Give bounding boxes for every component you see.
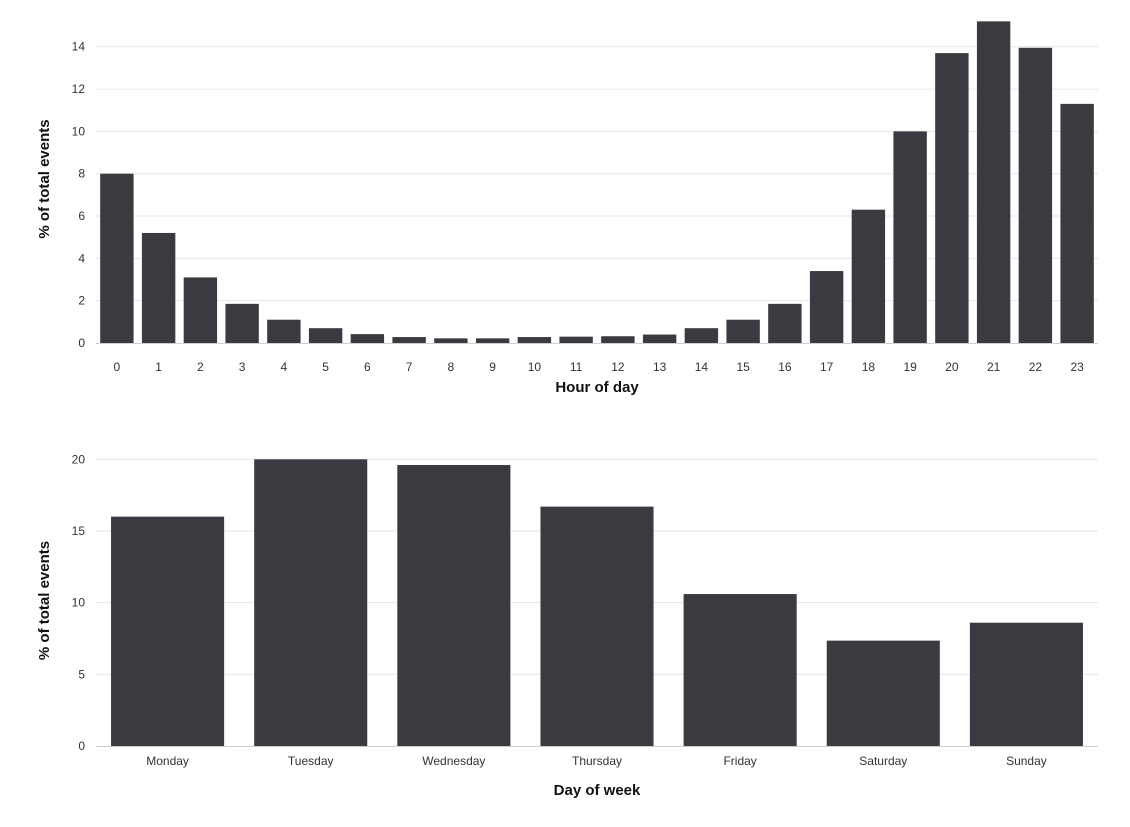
hour-y-tick-label: 0 xyxy=(78,336,85,350)
week-x-tick-label: Thursday xyxy=(572,754,622,768)
week-bar-tuesday xyxy=(254,459,368,746)
week-bar-monday xyxy=(111,516,225,746)
hour-y-tick-label: 14 xyxy=(72,40,86,54)
hour-x-tick-label: 7 xyxy=(406,360,413,374)
hour-y-tick-label: 8 xyxy=(78,167,85,181)
hour-x-tick-label: 11 xyxy=(570,360,583,374)
week-x-tick-label: Sunday xyxy=(1006,754,1047,768)
week-x-tick-label: Monday xyxy=(146,754,189,768)
week-bar-saturday xyxy=(826,640,940,746)
week-y-tick-label: 20 xyxy=(72,452,86,466)
hour-y-axis-title: % of total events xyxy=(36,119,53,238)
hour-x-tick-label: 5 xyxy=(322,360,329,374)
hour-y-tick-label: 10 xyxy=(72,124,86,138)
hour-bar-4 xyxy=(267,319,301,343)
hour-x-axis-title: Hour of day xyxy=(555,379,639,396)
week-x-axis-title: Day of week xyxy=(554,782,641,799)
week-bar-thursday xyxy=(540,506,654,746)
hour-x-tick-label: 17 xyxy=(820,360,834,374)
hour-y-tick-label: 2 xyxy=(78,294,85,308)
hour-x-tick-label: 18 xyxy=(862,360,876,374)
week-bar-sunday xyxy=(969,622,1083,746)
hour-x-tick-label: 2 xyxy=(197,360,204,374)
hour-x-tick-label: 14 xyxy=(695,360,709,374)
hour-bar-10 xyxy=(517,337,552,343)
hour-x-tick-label: 22 xyxy=(1029,360,1043,374)
hour-y-tick-label: 4 xyxy=(78,251,85,265)
week-x-tick-label: Friday xyxy=(723,754,756,768)
week-y-tick-label: 0 xyxy=(78,739,85,753)
hour-bar-20 xyxy=(935,53,969,343)
hour-x-tick-label: 10 xyxy=(528,360,542,374)
week-y-tick-label: 10 xyxy=(72,596,86,610)
week-x-tick-label: Saturday xyxy=(859,754,907,768)
hour-bar-9 xyxy=(475,338,510,343)
hour-bar-16 xyxy=(768,303,802,343)
hour-bar-22 xyxy=(1018,47,1053,344)
hour-bar-6 xyxy=(350,334,385,343)
hour-x-tick-label: 20 xyxy=(945,360,959,374)
hour-x-tick-label: 23 xyxy=(1070,360,1084,374)
hour-bar-0 xyxy=(100,173,134,343)
hour-x-tick-label: 0 xyxy=(114,360,121,374)
hour-x-tick-label: 13 xyxy=(653,360,667,374)
hour-x-tick-label: 4 xyxy=(281,360,288,374)
day-of-week-chart-svg: 0 5 10 15 20 Monday Tuesday Wednesday Thursday Fr… xyxy=(36,452,1098,799)
hour-bar-7 xyxy=(392,337,426,343)
hour-bar-2 xyxy=(183,277,218,343)
week-x-tick-label: Wednesday xyxy=(422,754,485,768)
hour-x-tick-label: 21 xyxy=(987,360,1001,374)
hour-bar-8 xyxy=(434,338,468,343)
hour-bar-13 xyxy=(642,334,677,343)
hour-bar-14 xyxy=(684,328,719,343)
week-y-tick-label: 5 xyxy=(78,667,85,681)
hour-x-tick-label: 12 xyxy=(611,360,625,374)
week-y-tick-label: 15 xyxy=(72,524,86,538)
hour-bar-21 xyxy=(976,21,1011,343)
hour-bar-23 xyxy=(1060,103,1094,344)
hour-bar-3 xyxy=(225,303,259,343)
hour-x-tick-label: 16 xyxy=(778,360,792,374)
hour-bar-15 xyxy=(726,319,760,343)
hour-bar-5 xyxy=(308,328,343,343)
hour-x-tick-label: 15 xyxy=(736,360,750,374)
hour-bar-17 xyxy=(809,271,844,343)
hour-x-tick-label: 1 xyxy=(155,360,162,374)
hour-x-tick-label: 3 xyxy=(239,360,246,374)
day-of-week-chart: 0 5 10 15 20 Monday Tuesday Wednesday Thursday Fr… xyxy=(0,410,1130,827)
hour-x-tick-label: 19 xyxy=(903,360,917,374)
week-bar-friday xyxy=(683,594,797,746)
week-x-tick-label: Tuesday xyxy=(288,754,334,768)
week-bar-wednesday xyxy=(397,465,511,746)
week-y-axis-title: % of total events xyxy=(36,541,53,660)
hour-bar-19 xyxy=(893,131,927,343)
hour-x-tick-label: 8 xyxy=(448,360,455,374)
hour-bar-1 xyxy=(141,232,176,343)
hour-bar-18 xyxy=(851,209,886,343)
hour-bar-11 xyxy=(559,336,593,343)
hour-x-tick-label: 6 xyxy=(364,360,371,374)
hour-of-day-chart: 0 2 4 6 8 10 12 14 0 1 2 3 4 5 6 7 8 9 10 11 12 13 14 15 16 17 18 1… xyxy=(0,0,1130,410)
hour-bar-12 xyxy=(601,336,635,343)
hour-y-tick-label: 12 xyxy=(72,82,86,96)
hour-y-tick-label: 6 xyxy=(78,209,85,223)
hour-x-tick-label: 9 xyxy=(489,360,496,374)
